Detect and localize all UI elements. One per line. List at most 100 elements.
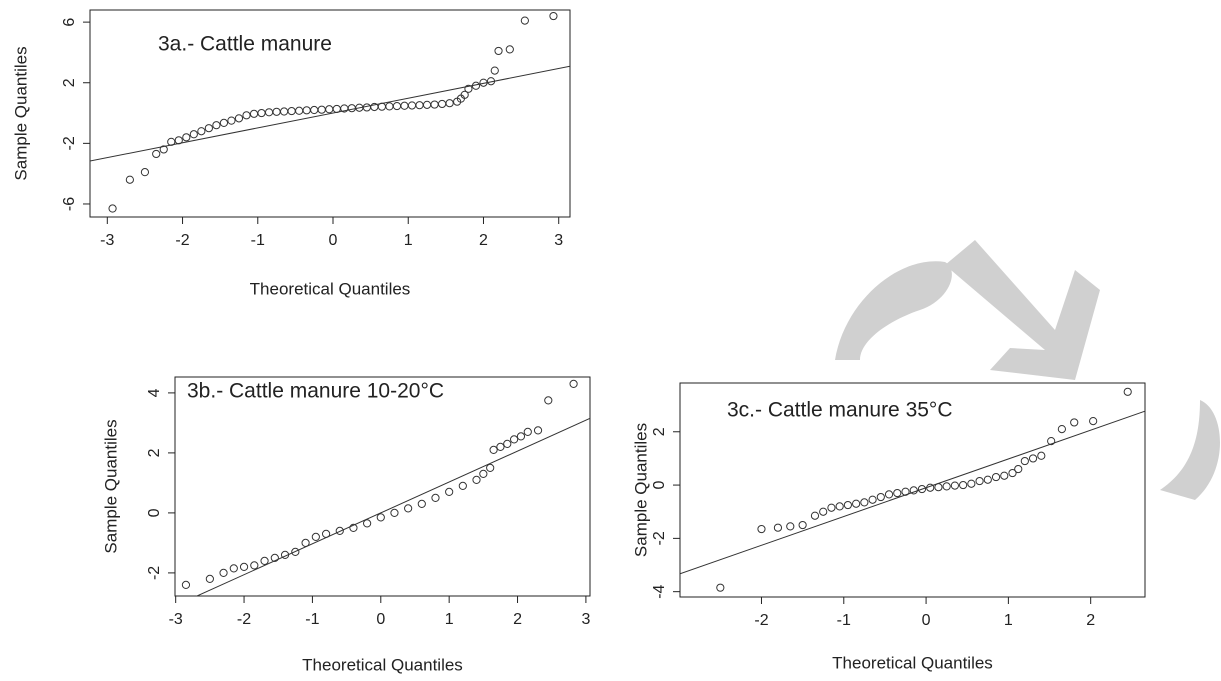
qq-line (195, 417, 590, 596)
point (852, 499, 861, 508)
x-tick-label: 0 (376, 611, 385, 628)
watermark-shape (1160, 400, 1220, 500)
point (404, 504, 413, 513)
point (1037, 451, 1046, 460)
point (204, 124, 213, 133)
y-tick-label: -2 (651, 531, 668, 545)
point (310, 105, 319, 115)
x-tick-label: 2 (513, 611, 522, 628)
point (287, 106, 296, 116)
point (311, 532, 320, 542)
point (272, 107, 281, 116)
point (317, 105, 326, 114)
y-tick-label: 6 (61, 18, 78, 27)
point (458, 481, 467, 490)
point (108, 204, 117, 213)
plot-frame (679, 382, 1146, 598)
point (876, 492, 885, 502)
y-tick-label: -2 (146, 566, 163, 580)
point (270, 553, 279, 563)
panel: -3 -2 -1 0 1 2 3 -2 0 2 4 Theoretical Quantiles Samp… (101, 376, 591, 674)
point (390, 508, 399, 518)
x-tick-label: -2 (175, 232, 189, 249)
point (159, 145, 168, 154)
x-tick-label: -1 (837, 612, 851, 629)
y-tick-label: 0 (651, 481, 668, 490)
point (983, 475, 992, 484)
y-tick-label: 2 (146, 448, 163, 457)
panel-title: 3b.- Cattle manure 10-20°C (187, 380, 444, 403)
point (321, 529, 331, 539)
point (234, 114, 244, 123)
y-tick-label: -2 (61, 136, 78, 150)
point (909, 486, 918, 495)
point (140, 168, 150, 177)
point (377, 102, 387, 111)
point (569, 379, 578, 388)
point (291, 547, 300, 557)
point (494, 46, 503, 56)
point (430, 100, 439, 109)
point (182, 133, 191, 142)
point (975, 476, 984, 486)
x-tick-label: 1 (404, 232, 413, 249)
point (280, 550, 290, 560)
point (835, 502, 844, 511)
point (917, 484, 927, 494)
x-tick-label: 1 (1004, 612, 1013, 629)
point (400, 101, 409, 110)
point (347, 104, 356, 113)
point (510, 435, 519, 444)
point (1047, 436, 1056, 446)
point (819, 507, 828, 516)
point (349, 523, 358, 533)
point (1020, 456, 1029, 466)
point (934, 483, 943, 492)
point (407, 101, 417, 110)
point (503, 439, 512, 448)
point (798, 520, 807, 530)
point (810, 511, 820, 520)
point (301, 538, 310, 548)
panel-title: 3c.- Cattle manure 35°C (727, 399, 953, 422)
x-tick-label: 2 (479, 232, 488, 249)
x-tick-label: -2 (754, 612, 768, 629)
y-tick-label: -4 (651, 584, 668, 598)
x-tick-label: 0 (329, 232, 338, 249)
point (1008, 468, 1017, 478)
x-axis-label: Theoretical Quantiles (250, 279, 411, 298)
x-tick-label: 2 (1086, 612, 1095, 629)
point (363, 519, 372, 528)
point (152, 149, 161, 159)
point (893, 488, 902, 498)
y-axis-label: Sample Quantiles (631, 423, 650, 557)
x-tick-label: 1 (445, 611, 454, 628)
point (385, 102, 394, 111)
watermark-shape (835, 261, 952, 360)
x-axis-label: Theoretical Quantiles (832, 653, 993, 672)
point (479, 469, 488, 478)
point (471, 81, 481, 90)
point (490, 66, 499, 75)
point (181, 580, 191, 590)
point (376, 513, 385, 522)
panel: -2 -1 0 1 2 -4 -2 0 2 Theoretical Quantiles Sample… (631, 382, 1146, 672)
point (486, 463, 495, 472)
x-tick-label: 3 (581, 611, 590, 628)
y-tick-label: 4 (146, 388, 163, 397)
point (197, 127, 206, 136)
x-tick-label: -3 (169, 611, 183, 628)
point (1070, 418, 1079, 427)
point (950, 481, 959, 490)
y-tick-label: -6 (61, 197, 78, 211)
point (445, 99, 454, 108)
point (431, 493, 440, 502)
point (868, 495, 877, 504)
point (523, 427, 532, 436)
point (392, 101, 402, 111)
point (325, 105, 334, 114)
point (205, 574, 214, 584)
point (362, 103, 371, 112)
point (445, 487, 454, 496)
point (959, 480, 968, 490)
